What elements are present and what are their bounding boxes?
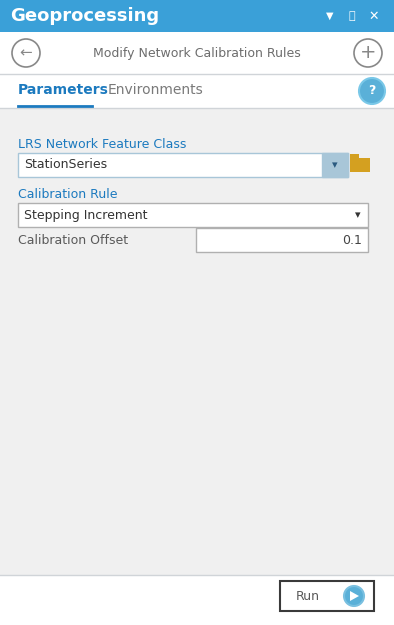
Text: Geoprocessing: Geoprocessing	[10, 7, 159, 25]
Bar	[0, 32, 394, 74]
Bar	[18, 203, 368, 227]
Text: ▾: ▾	[332, 160, 338, 170]
Text: Run: Run	[296, 589, 320, 602]
Text: LRS Network Feature Class: LRS Network Feature Class	[18, 138, 186, 151]
Text: ?: ?	[368, 84, 376, 98]
Polygon shape	[350, 591, 359, 601]
Text: Stepping Increment: Stepping Increment	[24, 209, 147, 221]
Text: Parameters: Parameters	[18, 83, 109, 97]
Circle shape	[344, 586, 364, 606]
Bar	[18, 153, 348, 177]
Bar	[350, 158, 370, 172]
Text: Environments: Environments	[108, 83, 204, 97]
Bar	[350, 154, 359, 159]
Text: ✕: ✕	[369, 9, 379, 22]
Text: +: +	[360, 44, 376, 63]
Text: Calibration Rule: Calibration Rule	[18, 188, 117, 201]
Text: ▾: ▾	[355, 210, 361, 220]
Bar	[0, 575, 394, 625]
Bar	[0, 0, 394, 32]
Bar	[196, 228, 368, 252]
Text: Modify Network Calibration Rules: Modify Network Calibration Rules	[93, 46, 301, 59]
Text: 0.1: 0.1	[342, 234, 362, 246]
Text: Calibration Offset: Calibration Offset	[18, 234, 128, 246]
Text: StationSeries: StationSeries	[24, 159, 107, 171]
Text: ←: ←	[20, 46, 32, 61]
Circle shape	[359, 78, 385, 104]
Bar	[0, 108, 394, 575]
Text: ⬝: ⬝	[349, 11, 355, 21]
Text: ▼: ▼	[326, 11, 334, 21]
Bar	[280, 581, 374, 611]
Bar	[322, 153, 348, 177]
Bar	[0, 74, 394, 108]
